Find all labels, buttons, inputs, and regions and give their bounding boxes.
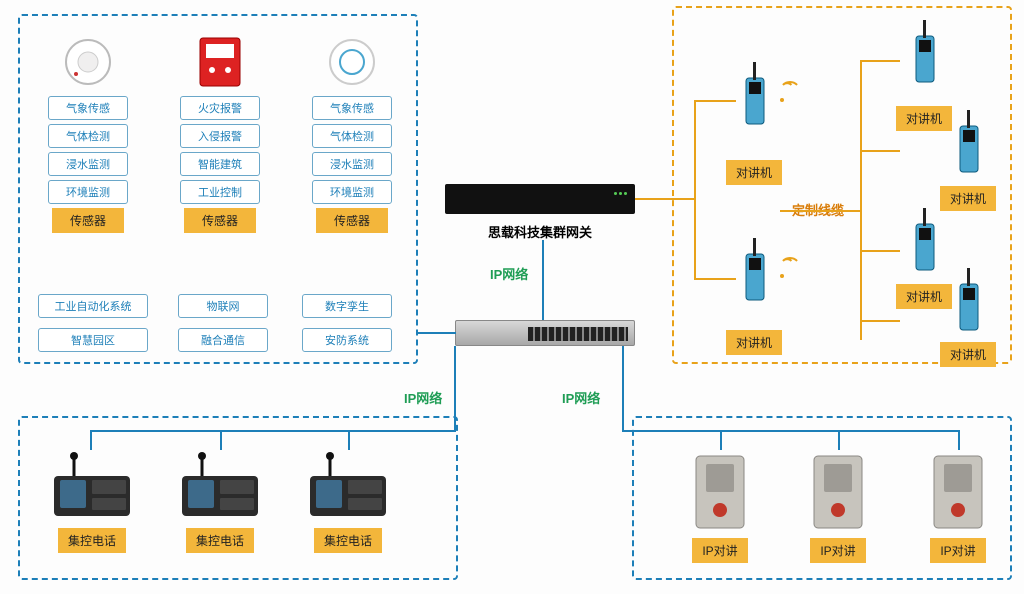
co-sensor-icon <box>322 32 382 92</box>
system-pill: 安防系统 <box>302 328 392 352</box>
pill: 环境监测 <box>48 180 128 204</box>
conn-line-orange <box>694 278 736 280</box>
gateway-label: 思载科技集群网关 <box>445 222 635 241</box>
ip-intercom: IP对讲 <box>688 452 752 563</box>
console-phone: 集控电话 <box>172 450 268 553</box>
pill: 工业控制 <box>180 180 260 204</box>
wave-icon <box>776 254 804 287</box>
pill: 智能建筑 <box>180 152 260 176</box>
console-phone: 集控电话 <box>300 450 396 553</box>
system-pill: 融合通信 <box>178 328 268 352</box>
conn-line <box>622 346 624 416</box>
fire-panel-icon <box>190 32 250 92</box>
smoke-sensor-icon <box>58 32 118 92</box>
conn-line-orange <box>860 60 862 340</box>
conn-line <box>622 430 960 432</box>
conn-line <box>454 346 456 416</box>
conn-line-orange <box>675 198 696 200</box>
conn-line <box>90 430 410 432</box>
conn-line <box>348 430 350 450</box>
radio-chip: 对讲机 <box>896 106 952 131</box>
conn-line <box>410 430 456 432</box>
switch-device <box>455 320 635 346</box>
sensor-chip: 传感器 <box>316 208 388 233</box>
intercom-chip: IP对讲 <box>692 538 747 563</box>
radio-chip: 对讲机 <box>726 330 782 355</box>
radio-device <box>738 236 772 306</box>
radio-chip: 对讲机 <box>726 160 782 185</box>
sensors-group: 气象传感 气体检测 浸水监测 环境监测 传感器 火灾报警 入侵报警 智能建筑 工… <box>18 14 418 364</box>
conn-line <box>720 430 722 450</box>
pill: 气象传感 <box>48 96 128 120</box>
radio-device <box>952 108 986 178</box>
sensor-col-3: 气象传感 气体检测 浸水监测 环境监测 传感器 <box>302 32 402 233</box>
sensor-chip: 传感器 <box>184 208 256 233</box>
radio-device <box>908 206 942 276</box>
system-pill: 物联网 <box>178 294 268 318</box>
pill: 浸水监测 <box>312 152 392 176</box>
ip-label: IP网络 <box>562 388 600 407</box>
conn-line <box>418 332 456 334</box>
conn-line-orange <box>860 320 900 322</box>
intercom-chip: IP对讲 <box>930 538 985 563</box>
radio-chip: 对讲机 <box>940 186 996 211</box>
conn-line-orange <box>694 100 736 102</box>
phone-chip: 集控电话 <box>314 528 382 553</box>
system-pill: 智慧园区 <box>38 328 148 352</box>
radio-chip: 对讲机 <box>940 342 996 367</box>
pill: 入侵报警 <box>180 124 260 148</box>
conn-line-orange <box>635 198 675 200</box>
conn-line-orange <box>780 210 860 212</box>
phone-chip: 集控电话 <box>58 528 126 553</box>
radio-device <box>738 60 772 130</box>
console-phone: 集控电话 <box>44 450 140 553</box>
pill: 气体检测 <box>48 124 128 148</box>
sensor-col-1: 气象传感 气体检测 浸水监测 环境监测 传感器 <box>38 32 138 233</box>
wave-icon <box>776 78 804 111</box>
conn-line <box>542 240 544 320</box>
conn-line-orange <box>860 150 900 152</box>
pill: 气象传感 <box>312 96 392 120</box>
sensor-col-2: 火灾报警 入侵报警 智能建筑 工业控制 传感器 <box>170 32 270 233</box>
gateway-device <box>445 184 635 214</box>
ip-label: IP网络 <box>490 264 528 283</box>
system-pill: 工业自动化系统 <box>38 294 148 318</box>
conn-line <box>90 430 92 450</box>
conn-line <box>220 430 222 450</box>
conn-line <box>958 430 960 450</box>
pill: 气体检测 <box>312 124 392 148</box>
radio-device <box>952 266 986 336</box>
pill: 环境监测 <box>312 180 392 204</box>
conn-line-orange <box>860 250 900 252</box>
ip-intercom: IP对讲 <box>926 452 990 563</box>
radio-chip: 对讲机 <box>896 284 952 309</box>
sensor-chip: 传感器 <box>52 208 124 233</box>
pill: 火灾报警 <box>180 96 260 120</box>
intercom-chip: IP对讲 <box>810 538 865 563</box>
conn-line-orange <box>694 100 696 280</box>
phone-chip: 集控电话 <box>186 528 254 553</box>
ip-intercom: IP对讲 <box>806 452 870 563</box>
system-pill: 数字孪生 <box>302 294 392 318</box>
radio-device <box>908 18 942 88</box>
conn-line-orange <box>860 60 900 62</box>
pill: 浸水监测 <box>48 152 128 176</box>
conn-line <box>838 430 840 450</box>
ip-label: IP网络 <box>404 388 442 407</box>
